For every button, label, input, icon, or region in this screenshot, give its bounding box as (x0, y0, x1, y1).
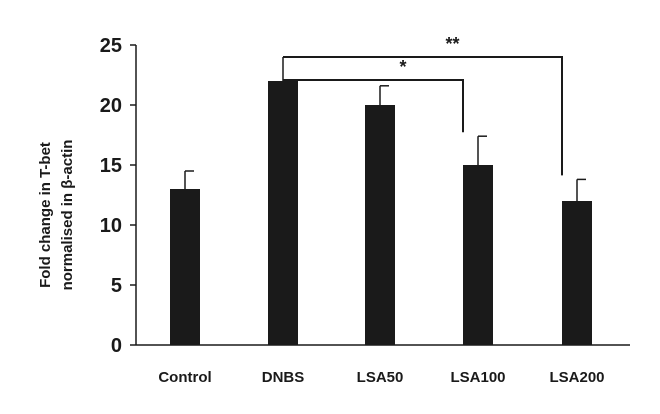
bar-lsa100 (463, 165, 493, 345)
y-tick-label: 0 (111, 335, 122, 357)
significance-label: * (399, 57, 406, 77)
y-axis-label-line-2: normalised in β-actin (59, 140, 76, 291)
y-tick-label: 10 (100, 215, 122, 237)
category-label: LSA200 (549, 369, 604, 386)
category-label: Control (158, 369, 211, 386)
bar-lsa200 (562, 201, 592, 345)
category-label: LSA50 (357, 369, 404, 386)
category-label: DNBS (262, 369, 305, 386)
y-tick-label: 25 (100, 35, 122, 57)
significance-bracket (283, 79, 464, 133)
y-axis-label: Fold change in T-bet normalised in β-act… (37, 140, 76, 291)
bar-control (170, 189, 200, 345)
y-tick-label: 20 (100, 95, 122, 117)
y-tick-label: 5 (111, 275, 122, 297)
y-axis-ticks: 0 5 10 15 20 25 (100, 35, 136, 357)
category-label: LSA100 (450, 369, 505, 386)
bar-dnbs (268, 81, 298, 345)
y-axis-label-line-1: Fold change in T-bet (37, 142, 54, 288)
significance-brackets: *** (283, 34, 563, 176)
category-labels: Control DNBS LSA50 LSA100 LSA200 (158, 369, 604, 386)
significance-bracket (283, 56, 563, 176)
y-tick-label: 15 (100, 155, 122, 177)
bar-lsa50 (365, 105, 395, 345)
bars (170, 56, 592, 345)
significance-label: ** (445, 34, 459, 54)
